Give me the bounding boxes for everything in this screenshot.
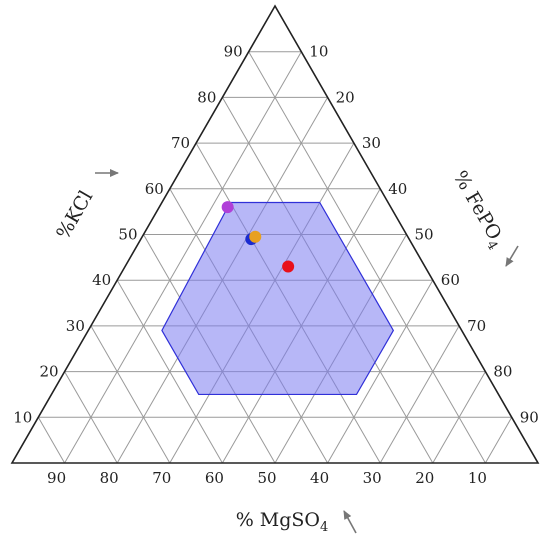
grid-line-fepo4: [484, 417, 513, 464]
kcl-tick-label: 60: [145, 180, 164, 198]
mgso4-direction-arrow: [343, 510, 357, 534]
kcl-tick-label: 40: [92, 271, 111, 289]
fepo4-tick-label: 30: [362, 134, 381, 152]
fepo4-tick-label: 40: [388, 180, 407, 198]
kcl-tick-label: 20: [40, 363, 59, 381]
kcl-tick-label: 10: [13, 408, 32, 426]
mgso4-tick-label: 10: [468, 469, 487, 487]
fepo4-tick-label: 90: [520, 408, 539, 426]
kcl-tick-label: 80: [197, 88, 216, 106]
mgso4-tick-label: 50: [257, 469, 276, 487]
fepo4-tick-label: 20: [336, 88, 355, 106]
fepo4-tick-label: 80: [493, 363, 512, 381]
fepo4-tick-label: 60: [441, 271, 460, 289]
grid-line-mgso4: [116, 279, 223, 464]
mgso4-tick-label: 40: [310, 469, 329, 487]
fepo4-axis-label: % FePO4: [445, 167, 510, 253]
grid-line-mgso4: [90, 325, 171, 464]
kcl-tick-label: 50: [118, 226, 137, 244]
data-point: [221, 201, 234, 214]
mgso4-tick-label: 70: [152, 469, 171, 487]
data-point: [282, 260, 295, 273]
mgso4-axis-label: % MgSO4: [236, 509, 329, 535]
fepo4-direction-arrow: [505, 245, 519, 267]
grid-line-fepo4: [327, 279, 434, 464]
mgso4-tick-label: 90: [47, 469, 66, 487]
composition-region: [161, 201, 395, 396]
grid-line-mgso4: [248, 51, 486, 464]
grid-line-fepo4: [432, 371, 486, 464]
kcl-axis-label: %KCl: [52, 187, 97, 243]
grid-line-mgso4: [37, 417, 66, 464]
grid-line-mgso4: [64, 371, 118, 464]
mgso4-tick-label: 80: [100, 469, 119, 487]
kcl-tick-label: 90: [224, 43, 243, 61]
fepo4-tick-label: 10: [309, 43, 328, 61]
mgso4-tick-label: 60: [205, 469, 224, 487]
data-points: [221, 201, 295, 273]
mgso4-tick-label: 30: [363, 469, 382, 487]
kcl-tick-label: 30: [66, 317, 85, 335]
mgso4-tick-label: 20: [415, 469, 434, 487]
fepo4-tick-label: 70: [467, 317, 486, 335]
composition-region-layer: [161, 201, 395, 396]
kcl-tick-label: 70: [171, 134, 190, 152]
fepo4-tick-label: 50: [415, 226, 434, 244]
data-point: [249, 230, 262, 243]
triangle-frame: [10, 4, 540, 464]
tick-labels: 10 20 30 40 50 60 70 80 90 10 20 30 40 50 60 70 80 90 90 80…: [13, 43, 539, 487]
grid-line-fepo4: [64, 51, 302, 464]
grid-line-fepo4: [379, 325, 460, 464]
